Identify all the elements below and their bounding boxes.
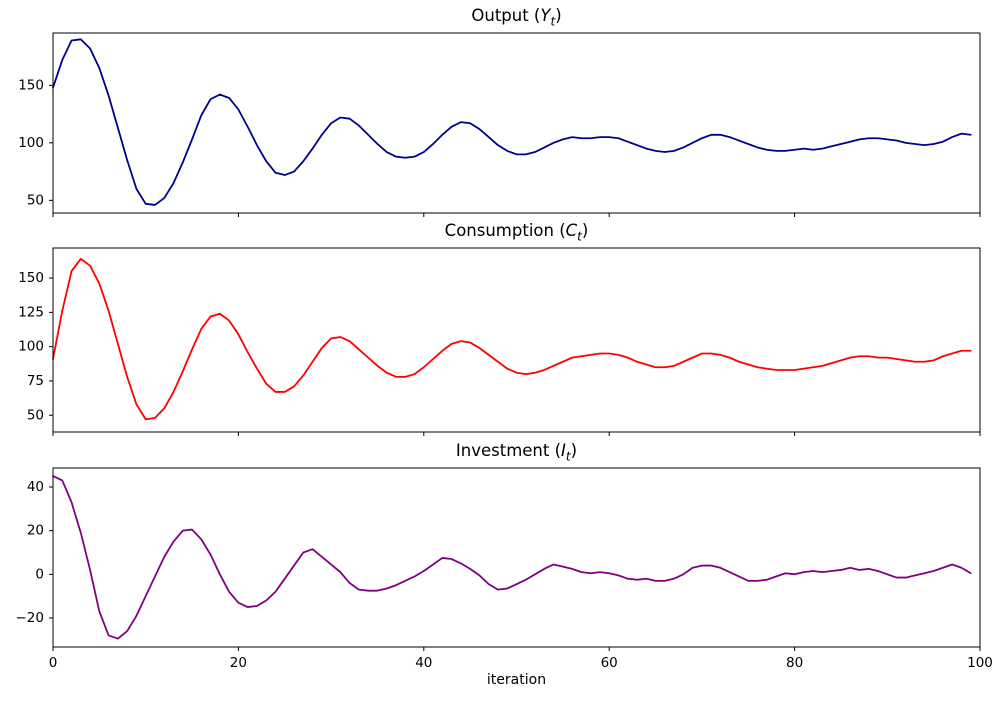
consumption-axes-spines <box>52 247 981 433</box>
title-math-var: C <box>565 221 578 240</box>
investment-axes-spines <box>52 467 981 648</box>
investment-x-tick-label: 40 <box>415 655 432 671</box>
output-axes-spines <box>52 32 981 214</box>
consumption-y-tick-label: 50 <box>27 407 44 423</box>
investment-x-tick-label: 0 <box>49 655 58 671</box>
investment-x-tick-label: 20 <box>230 655 247 671</box>
investment-y-tick-label: 20 <box>27 523 44 539</box>
title-text-prefix: Investment ( <box>455 441 562 460</box>
subplot-title-output: Output (Yt) <box>53 6 980 29</box>
x-axis-label: iteration <box>486 672 547 688</box>
title-math-var: Y <box>540 6 551 25</box>
title-text-suffix: ) <box>555 6 562 25</box>
investment-x-tick-label: 80 <box>786 655 803 671</box>
title-math-sub: t <box>577 229 582 244</box>
consumption-y-tick-label: 150 <box>18 270 44 286</box>
investment-x-tick-label: 100 <box>967 655 993 671</box>
investment-y-tick-label: 0 <box>35 566 44 582</box>
investment-series-line <box>52 475 972 640</box>
output-series-line <box>52 38 972 206</box>
title-math-sub: t <box>565 449 571 464</box>
output-y-tick-label: 150 <box>18 77 44 93</box>
consumption-series-line <box>52 257 972 421</box>
subplot-title-consumption: Consumption (Ct) <box>53 221 980 244</box>
title-text-prefix: Consumption ( <box>444 221 566 240</box>
title-math-sub: t <box>550 14 556 29</box>
title-text-suffix: ) <box>570 441 578 460</box>
title-text-prefix: Output ( <box>471 6 541 25</box>
output-y-tick-label: 50 <box>27 192 44 208</box>
investment-y-tick-label: 40 <box>27 479 44 495</box>
consumption-y-tick-label: 100 <box>18 339 44 355</box>
investment-y-tick-label: −20 <box>16 610 45 626</box>
investment-x-tick-label: 60 <box>601 655 618 671</box>
subplot-title-investment: Investment (It) <box>53 441 980 464</box>
title-math-var: I <box>561 441 566 460</box>
title-text-suffix: ) <box>581 221 589 240</box>
consumption-y-tick-label: 125 <box>18 304 44 320</box>
consumption-y-tick-label: 75 <box>27 373 44 389</box>
output-y-tick-label: 100 <box>18 135 44 151</box>
